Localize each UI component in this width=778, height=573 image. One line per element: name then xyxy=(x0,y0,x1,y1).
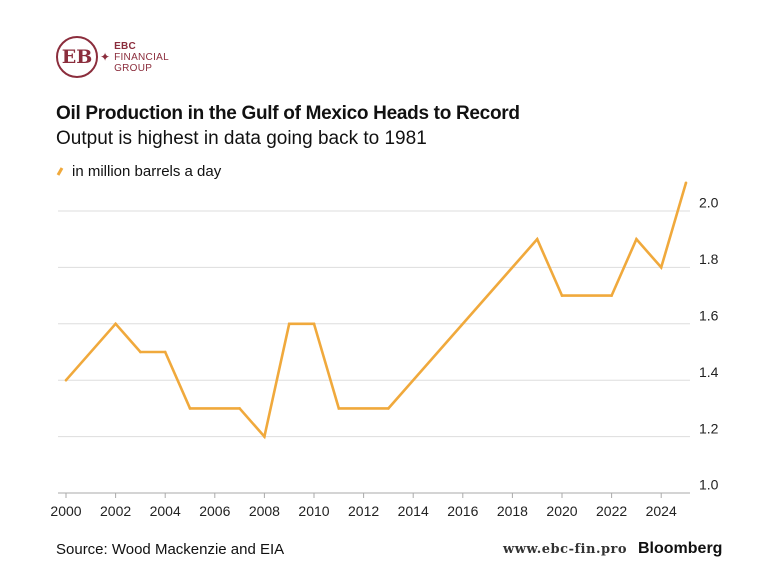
x-tick-label: 2016 xyxy=(447,503,478,519)
data-point xyxy=(163,350,167,354)
data-point xyxy=(263,435,266,438)
data-point xyxy=(635,237,638,241)
y-tick-label: 2.0 xyxy=(699,195,719,211)
bloomberg-brand: Bloomberg xyxy=(638,540,723,557)
data-point xyxy=(659,266,663,269)
x-tick-label: 2000 xyxy=(50,503,81,519)
data-point xyxy=(610,294,613,297)
data-point xyxy=(238,407,241,410)
data-point xyxy=(535,237,539,241)
data-point xyxy=(188,407,192,410)
y-tick-label: 1.8 xyxy=(699,251,719,267)
data-point xyxy=(64,378,68,382)
y-tick-label: 1.4 xyxy=(699,364,719,380)
ebc-monogram-icon: EB xyxy=(56,36,98,78)
chart-title: Oil Production in the Gulf of Mexico Hea… xyxy=(56,103,520,124)
logo-line-1: EBC xyxy=(114,40,137,52)
data-point xyxy=(684,181,688,185)
x-tick-label: 2012 xyxy=(348,503,379,519)
x-tick-label: 2010 xyxy=(298,503,329,519)
data-point xyxy=(387,407,390,410)
x-tick-label: 2002 xyxy=(100,503,131,519)
website-watermark: www.ebc-fin.pro xyxy=(503,542,628,557)
legend: in million barrels a day xyxy=(56,163,221,180)
logo-line-2: FINANCIAL xyxy=(114,51,169,63)
unit-label: in million barrels a day xyxy=(72,163,222,180)
y-tick-label: 1.2 xyxy=(699,420,719,436)
data-point xyxy=(337,407,341,410)
x-tick-label: 2020 xyxy=(546,503,577,519)
data-point xyxy=(114,322,117,326)
y-tick-label: 1.6 xyxy=(699,308,719,324)
x-tick-label: 2008 xyxy=(249,503,280,519)
x-tick-label: 2022 xyxy=(596,503,627,519)
y-tick-label: 1.0 xyxy=(699,477,719,493)
series-line xyxy=(65,182,688,440)
ebc-logo: EB ✦ EBC FINANCIAL GROUP xyxy=(56,36,169,78)
x-tick-label: 2024 xyxy=(646,503,677,519)
x-tick-label: 2004 xyxy=(150,503,181,519)
source-note: Source: Wood Mackenzie and EIA xyxy=(56,541,285,558)
data-point xyxy=(139,350,142,354)
x-tick-label: 2018 xyxy=(497,503,528,519)
chart-subtitle: Output is highest in data going back to … xyxy=(56,128,427,149)
sparkle-icon: ✦ xyxy=(100,50,111,64)
data-point xyxy=(287,322,291,326)
data-point xyxy=(312,322,316,326)
data-point xyxy=(560,294,564,297)
logo-monogram: EB xyxy=(61,46,93,68)
logo-line-3: GROUP xyxy=(114,62,153,74)
x-tick-label: 2006 xyxy=(199,503,230,519)
logo-wordmark: EBC FINANCIAL GROUP xyxy=(114,41,169,74)
x-tick-label: 2014 xyxy=(398,503,429,519)
